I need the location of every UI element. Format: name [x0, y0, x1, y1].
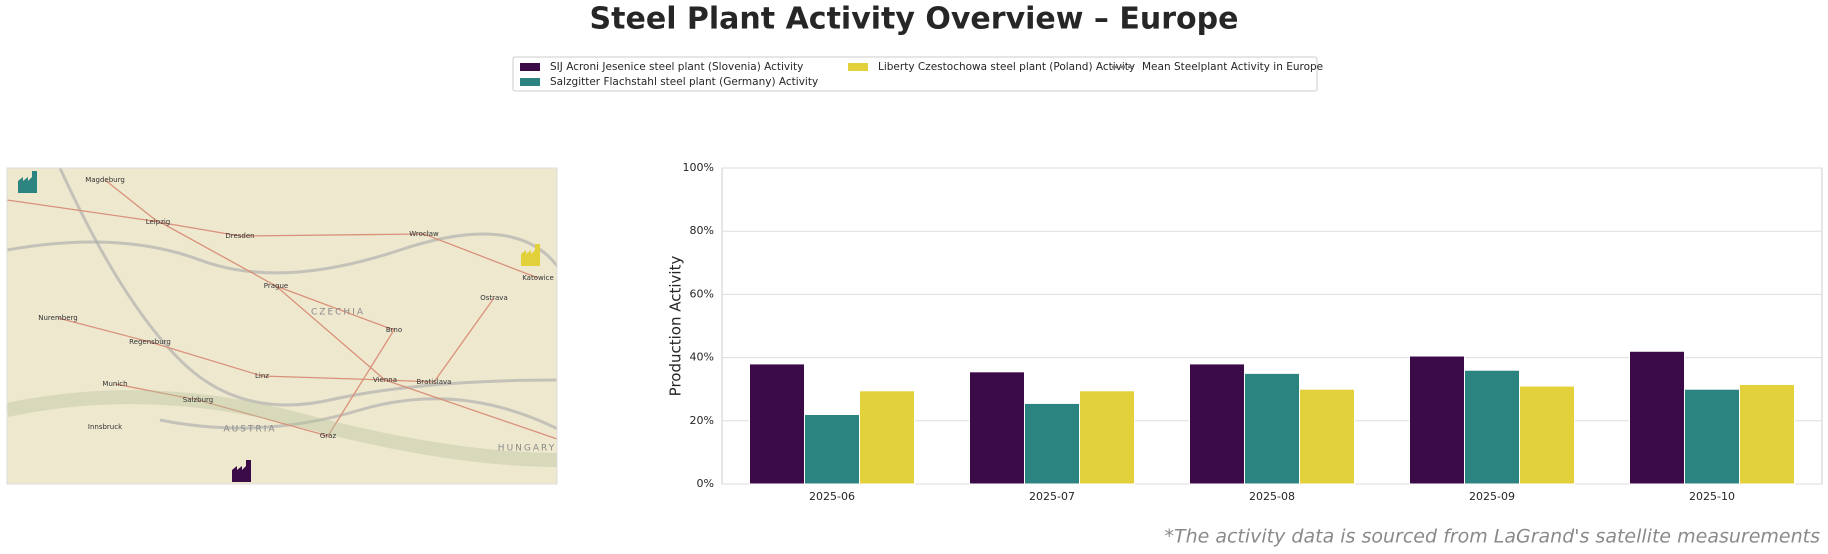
bar	[1299, 388, 1355, 485]
map-label: Regensburg	[129, 338, 171, 346]
map-label: CZECHIA	[311, 308, 365, 318]
y-tick-label: 0%	[697, 477, 714, 490]
legend-swatch	[520, 78, 540, 86]
x-tick-label: 2025-09	[1469, 490, 1515, 503]
x-tick-label: 2025-08	[1249, 490, 1295, 503]
bar	[804, 413, 860, 485]
x-tick-label: 2025-07	[1029, 490, 1075, 503]
map-label: Bratislava	[417, 378, 452, 386]
map-label: HUNGARY	[498, 444, 556, 454]
legend-label: Liberty Czestochowa steel plant (Poland)…	[878, 61, 1135, 73]
map-label: Nuremberg	[38, 314, 77, 322]
map: Magdeburg Leipzig Dresden Wrocław Prague CZEC…	[7, 168, 557, 484]
bar	[749, 363, 805, 485]
map-label: Vienna	[373, 376, 397, 384]
bar	[1079, 390, 1135, 485]
y-axis-label: Production Activity	[667, 256, 685, 397]
map-frame	[6, 167, 558, 485]
bar	[1244, 372, 1300, 485]
legend-swatch	[520, 63, 540, 71]
map-label: Wrocław	[409, 230, 439, 238]
map-label: Brno	[386, 326, 402, 334]
bar	[1024, 402, 1080, 485]
map-label: Magdeburg	[85, 176, 125, 184]
x-tick-label: 2025-06	[809, 490, 855, 503]
x-tick-label: 2025-10	[1689, 490, 1735, 503]
map-label: Katowice	[522, 274, 554, 282]
bar	[1684, 388, 1740, 485]
map-label: Leipzig	[146, 218, 171, 226]
bar	[1409, 355, 1465, 485]
bar	[1629, 350, 1685, 485]
map-label: Graz	[320, 432, 337, 440]
map-label: Prague	[264, 282, 288, 290]
y-tick-label: 80%	[690, 224, 714, 237]
legend-swatch	[848, 63, 868, 71]
legend-label: SIJ Acroni Jesenice steel plant (Sloveni…	[550, 61, 803, 73]
y-tick-label: 40%	[690, 351, 714, 364]
map-label: Dresden	[225, 232, 254, 240]
plant-icon	[18, 171, 37, 193]
legend-label: Salzgitter Flachstahl steel plant (Germa…	[550, 76, 818, 88]
bar	[1464, 369, 1520, 485]
map-label: AUSTRIA	[223, 425, 276, 435]
figure-title: Steel Plant Activity Overview – Europe	[590, 2, 1239, 37]
bar	[969, 371, 1025, 485]
map-label: Ostrava	[480, 294, 508, 302]
bar	[859, 390, 915, 485]
map-label: Linz	[255, 372, 269, 380]
legend-label: Mean Steelplant Activity in Europe	[1142, 61, 1323, 73]
footnote: *The activity data is sourced from LaGra…	[1164, 526, 1820, 548]
map-label: Salzburg	[183, 396, 213, 404]
map-label: Innsbruck	[88, 423, 123, 431]
bar	[1189, 363, 1245, 485]
legend-box	[512, 56, 1318, 92]
plant-icon	[521, 244, 540, 266]
y-tick-label: 60%	[690, 287, 714, 300]
bar	[1519, 385, 1575, 485]
map-label: Munich	[102, 380, 127, 388]
plant-icon	[232, 460, 251, 482]
y-tick-label: 20%	[690, 414, 714, 427]
bar	[1739, 383, 1795, 485]
y-tick-label: 100%	[683, 161, 714, 174]
